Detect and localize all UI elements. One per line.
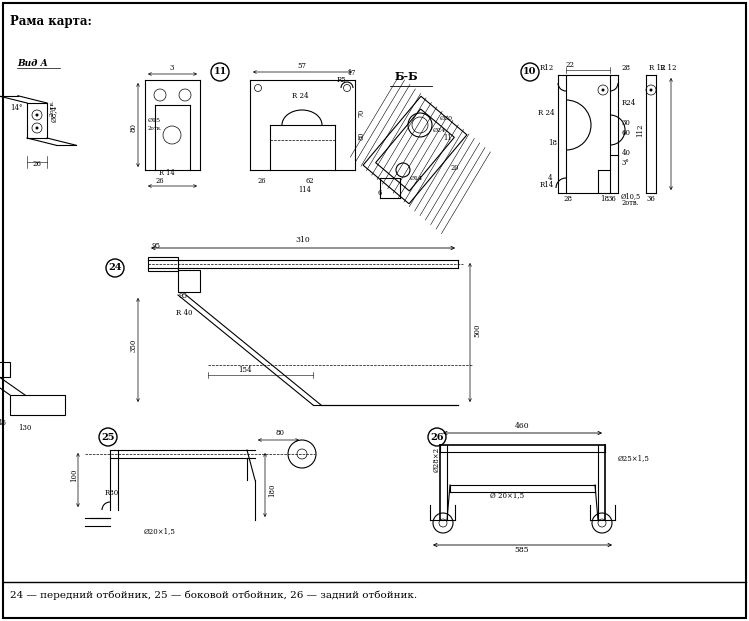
- Text: 26: 26: [430, 432, 443, 442]
- Text: Ø 20×1,5: Ø 20×1,5: [490, 491, 524, 499]
- Text: R 14: R 14: [159, 169, 175, 177]
- Text: R 12: R 12: [660, 64, 676, 72]
- Text: R 24: R 24: [538, 109, 554, 117]
- Text: 114: 114: [299, 186, 312, 194]
- Text: 28: 28: [563, 195, 572, 203]
- Text: Вид А: Вид А: [17, 59, 48, 68]
- Text: 30: 30: [622, 119, 631, 127]
- Text: R 12: R 12: [649, 64, 666, 72]
- Text: 22: 22: [565, 61, 574, 69]
- Text: Ø25×1,5: Ø25×1,5: [618, 454, 650, 462]
- Text: 62: 62: [306, 177, 315, 185]
- Circle shape: [35, 114, 38, 117]
- Text: R 24: R 24: [292, 92, 309, 100]
- Text: Ø20×1,5: Ø20×1,5: [144, 527, 176, 535]
- Text: 3°: 3°: [622, 159, 630, 167]
- Text: 26: 26: [258, 177, 266, 185]
- Text: 26: 26: [156, 177, 164, 185]
- Bar: [148, 257, 178, 271]
- Text: 80: 80: [276, 429, 285, 437]
- Text: 10: 10: [524, 68, 537, 76]
- Text: R24: R24: [622, 99, 636, 107]
- Text: R12: R12: [540, 64, 554, 72]
- Text: 60: 60: [622, 129, 631, 137]
- Text: Ø30: Ø30: [440, 116, 453, 121]
- Text: 154: 154: [238, 366, 252, 374]
- Text: Рама карта:: Рама карта:: [10, 15, 92, 28]
- Text: 180: 180: [268, 484, 276, 497]
- Text: 100: 100: [70, 468, 78, 482]
- Text: 80: 80: [129, 123, 137, 132]
- Text: 28: 28: [621, 64, 630, 72]
- Text: 2отв.: 2отв.: [50, 99, 55, 116]
- Text: Б-Б: Б-Б: [395, 71, 419, 82]
- Text: 25: 25: [101, 432, 115, 442]
- Text: 46: 46: [0, 419, 7, 427]
- Text: 80: 80: [358, 132, 366, 140]
- Text: 4: 4: [548, 174, 553, 182]
- Text: 500: 500: [473, 324, 481, 337]
- Circle shape: [35, 127, 38, 130]
- Text: 18: 18: [600, 195, 609, 203]
- Bar: [0, 362, 10, 377]
- Text: R5: R5: [337, 76, 347, 84]
- Text: 2отв.: 2отв.: [621, 199, 639, 207]
- Text: 310: 310: [296, 236, 310, 244]
- Text: 40: 40: [622, 149, 631, 157]
- Text: 17: 17: [347, 69, 355, 77]
- Text: 24 — передний отбойник, 25 — боковой отбойник, 26 — задний отбойник.: 24 — передний отбойник, 25 — боковой отб…: [10, 590, 417, 599]
- Text: R80: R80: [105, 489, 119, 497]
- Text: 2отв.: 2отв.: [148, 126, 163, 131]
- Text: Ø10,5: Ø10,5: [621, 192, 641, 200]
- Text: 11: 11: [213, 68, 227, 76]
- Text: R14: R14: [540, 181, 554, 189]
- Text: 70: 70: [358, 109, 366, 117]
- Text: 36: 36: [646, 195, 655, 203]
- Text: 112: 112: [636, 124, 644, 137]
- Text: Ø28×2: Ø28×2: [433, 447, 441, 472]
- Text: R 40: R 40: [176, 309, 192, 317]
- Text: 460: 460: [515, 422, 530, 430]
- Text: 14°: 14°: [10, 104, 22, 112]
- Circle shape: [649, 89, 652, 91]
- Text: Ø14: Ø14: [410, 176, 423, 181]
- Circle shape: [601, 89, 604, 91]
- Text: 26: 26: [32, 160, 41, 168]
- Text: 6: 6: [377, 189, 381, 197]
- Text: 95: 95: [151, 242, 160, 250]
- Text: 11: 11: [443, 134, 452, 142]
- Text: 130: 130: [18, 424, 31, 432]
- Text: Ø15: Ø15: [148, 118, 161, 123]
- Text: 585: 585: [515, 546, 530, 554]
- Text: 3: 3: [170, 64, 175, 72]
- Text: Ø24: Ø24: [433, 128, 446, 133]
- Text: 24: 24: [109, 263, 122, 273]
- Text: 18: 18: [548, 139, 557, 147]
- Bar: [178, 270, 200, 292]
- Text: 57: 57: [297, 62, 306, 70]
- Text: 36: 36: [608, 195, 617, 203]
- Text: Ø8,4: Ø8,4: [50, 105, 58, 122]
- Text: 20: 20: [450, 164, 458, 172]
- Text: 350: 350: [130, 338, 138, 352]
- Text: 95: 95: [178, 292, 187, 300]
